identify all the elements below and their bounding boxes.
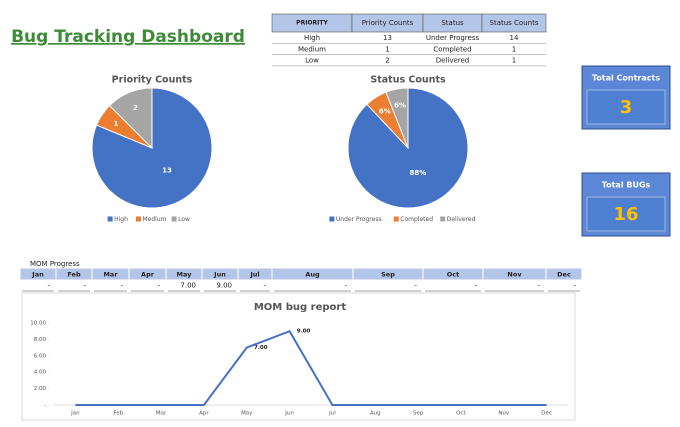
x-tick-label: Nov [498,411,509,417]
month-value: - [157,282,160,290]
mom-label: MOM Progress [30,260,80,268]
cell-text: Delivered [436,57,470,65]
pie-title: Priority Counts [112,75,193,86]
y-tick-label: 8.00 [34,337,47,343]
header-text: Status Counts [490,19,539,27]
x-tick-label: Oct [456,411,466,417]
month-value: - [263,282,266,290]
x-tick-label: Jul [328,411,336,417]
month-value: - [83,282,86,290]
slice-label: 2 [133,104,138,112]
month-value: - [573,282,576,290]
card-box [586,196,666,232]
chart-title: MOM bug report [254,302,346,313]
cell-text: 1 [385,45,389,53]
x-tick-label: Jan [70,411,80,417]
month-value: - [537,282,540,290]
x-tick-label: Sep [413,411,424,417]
month-text: Sep [381,271,395,279]
pie-slice [385,87,409,149]
y-tick-label: 6.00 [34,353,47,359]
month-cell [545,267,583,281]
x-tick-label: May [241,411,253,417]
pie-title: Status Counts [370,75,446,86]
month-value: - [120,282,123,290]
month-value: 7.00 [180,282,196,290]
data-label: 9.00 [297,329,311,335]
x-tick-label: Feb [113,411,123,417]
y-tick-label: 4.00 [34,370,47,376]
card-value: 16 [613,204,638,225]
cell-text: Under Progress [426,34,480,42]
month-text: Nov [507,271,522,279]
pie-slice [108,87,153,150]
cell-text: 1 [512,57,516,65]
dashboard-title: Bug Tracking Dashboard [11,27,245,47]
card-box [586,89,666,125]
y-tick-label: - [44,403,46,409]
header-cell [481,13,547,33]
legend-label: Delivered [447,216,476,223]
header-text: PRIORITY [296,20,328,27]
legend-label: High [114,216,128,223]
legend-swatch [171,216,177,222]
cell-text: 13 [383,34,392,42]
header-text: Status [441,19,464,27]
card-label: Total BUGs [602,181,651,190]
legend-swatch [440,216,446,222]
data-label: 7.00 [254,345,268,351]
cell-text: 14 [510,34,519,42]
x-tick-label: Apr [199,411,209,417]
x-tick-label: Dec [541,411,552,417]
x-tick-label: Mar [156,411,167,417]
slice-label: 13 [162,166,172,174]
line [75,329,547,406]
month-text: Dec [557,271,571,279]
month-value: - [344,282,347,290]
x-tick-label: Jun [284,411,294,417]
month-text: Mar [103,271,118,279]
month-value: - [414,282,417,290]
cell-text: 2 [385,57,389,65]
card-value: 3 [620,97,633,118]
legend-swatch [136,216,141,222]
month-text: Jan [31,271,44,279]
legend-swatch [107,216,113,222]
month-text: Jun [213,271,226,279]
chart-frame [21,292,576,421]
month-value: 9.00 [216,282,232,290]
slice-label: 6% [394,102,406,110]
x-tick-label: Aug [370,411,381,417]
cell-text: Medium [298,45,326,53]
cell-text: High [304,34,320,42]
y-tick-label: 2.00 [34,386,47,392]
legend-label: Low [178,216,190,223]
legend-swatch [329,216,335,222]
cell-text: Low [305,57,319,65]
month-value: - [47,282,50,290]
month-text: Feb [67,271,81,279]
legend-label: Under Progress [336,216,382,223]
legend-swatch [393,216,399,222]
legend-label: Completed [400,216,433,223]
month-value: - [474,282,477,290]
slice-label: 1 [114,120,119,128]
card-label: Total Contracts [592,74,660,83]
month-text: Aug [305,271,320,279]
month-text: May [177,271,193,279]
header-text: Priority Counts [362,19,414,27]
y-tick-label: 10.00 [30,321,46,327]
month-text: Jul [249,271,259,279]
legend-label: Medium [143,216,167,223]
month-text: Oct [447,271,460,279]
cell-text: 1 [512,45,516,53]
cell-text: Completed [433,45,471,53]
month-text: Apr [141,271,155,279]
slice-label: 6% [379,108,391,116]
slice-label: 88% [410,169,427,177]
